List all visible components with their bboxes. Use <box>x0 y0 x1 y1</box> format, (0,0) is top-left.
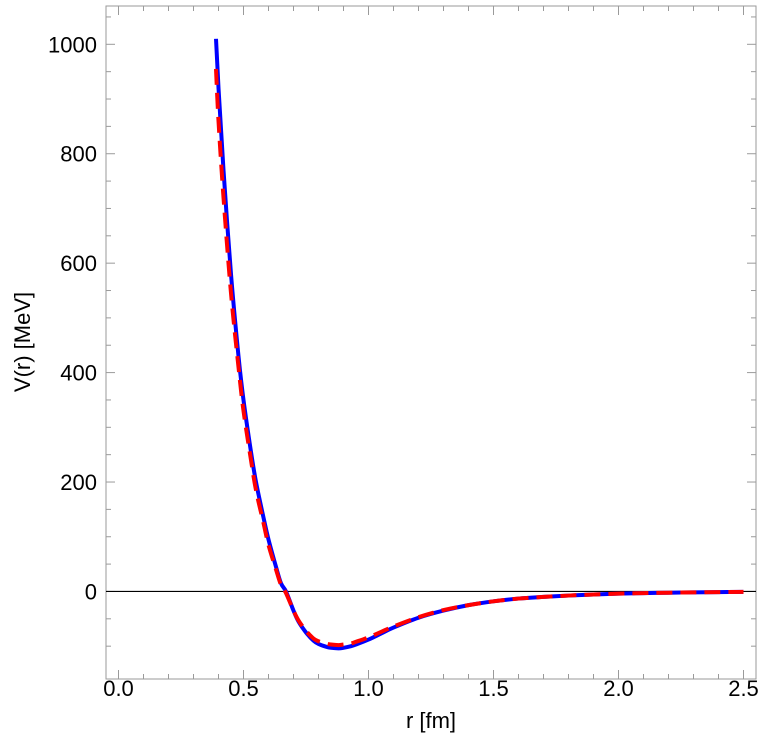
series-line-dashed <box>214 68 744 648</box>
y-tick-label: 800 <box>60 142 97 167</box>
y-tick-label: 600 <box>60 251 97 276</box>
x-tick-label: 1.5 <box>478 676 509 701</box>
y-axis-label: V(r) [MeV] <box>10 292 35 392</box>
x-axis-label: r [fm] <box>406 708 456 733</box>
series-line-solid <box>214 38 744 651</box>
y-tick-label: 0 <box>85 579 97 604</box>
x-tick-label: 1.0 <box>353 676 384 701</box>
y-tick-label: 1000 <box>48 32 97 57</box>
series-layer <box>214 38 744 651</box>
x-tick-label: 0.0 <box>103 676 134 701</box>
y-tick-label: 200 <box>60 470 97 495</box>
plot-frame <box>105 5 757 680</box>
ticks <box>106 6 756 679</box>
x-tick-label: 2.5 <box>728 676 759 701</box>
tick-labels: 0.0 0.5 1.0 1.5 2.0 2.5 0 200 400 600 800 1000 <box>48 32 759 701</box>
y-tick-label: 400 <box>60 361 97 386</box>
x-tick-label: 0.5 <box>228 676 259 701</box>
x-tick-label: 2.0 <box>603 676 634 701</box>
